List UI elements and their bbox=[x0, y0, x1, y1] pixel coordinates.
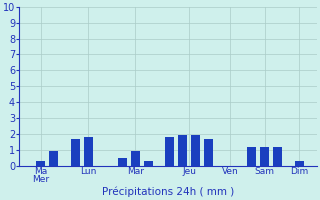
Bar bbox=[247, 147, 256, 166]
Bar bbox=[144, 161, 153, 166]
Bar bbox=[84, 137, 92, 166]
Bar bbox=[204, 139, 213, 166]
Bar bbox=[178, 135, 188, 166]
Bar bbox=[36, 161, 45, 166]
Bar bbox=[118, 158, 127, 166]
Bar bbox=[49, 151, 58, 166]
Bar bbox=[295, 161, 304, 166]
Bar bbox=[71, 139, 80, 166]
Bar bbox=[191, 135, 200, 166]
Bar bbox=[273, 147, 282, 166]
X-axis label: Précipitations 24h ( mm ): Précipitations 24h ( mm ) bbox=[102, 187, 234, 197]
Bar bbox=[260, 147, 269, 166]
Bar bbox=[131, 151, 140, 166]
Bar bbox=[165, 137, 174, 166]
